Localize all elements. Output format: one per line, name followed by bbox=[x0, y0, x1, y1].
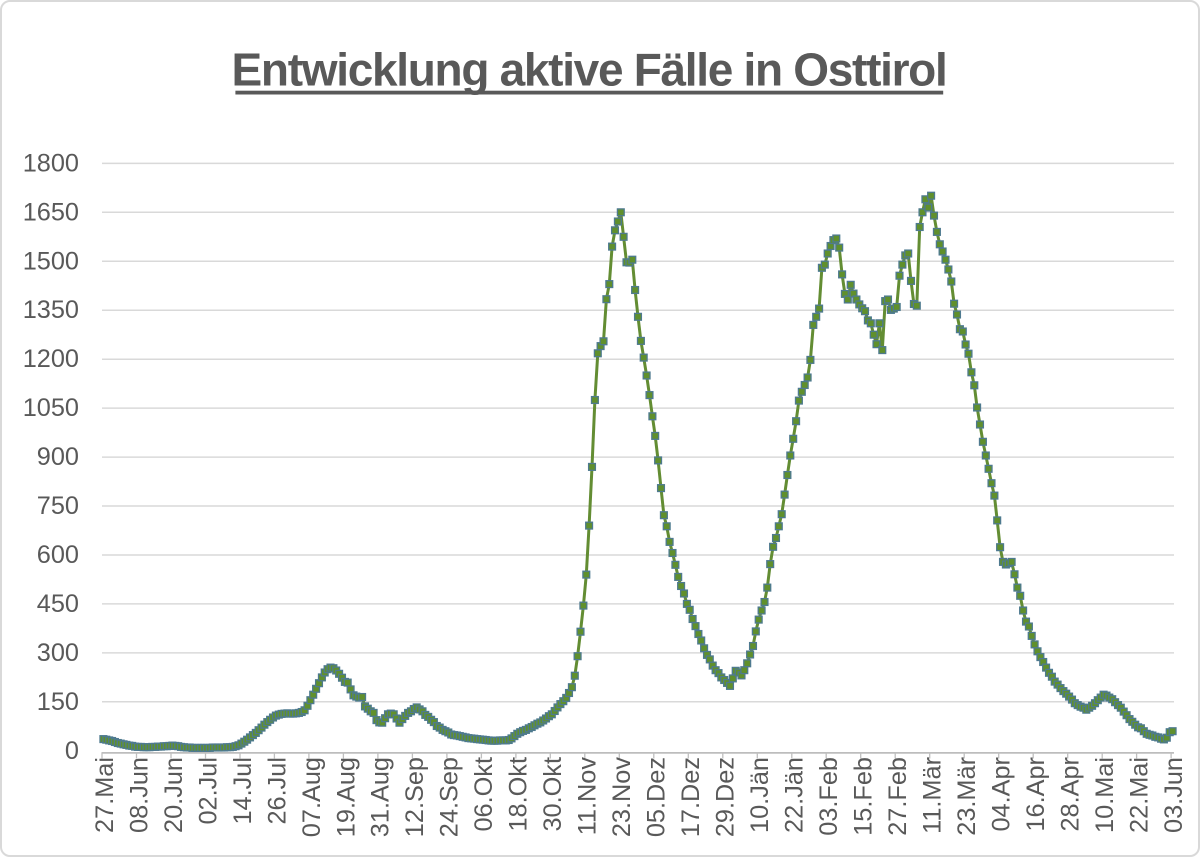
svg-text:14.Jul: 14.Jul bbox=[229, 757, 257, 825]
svg-text:12.Sep: 12.Sep bbox=[401, 757, 429, 837]
svg-text:450: 450 bbox=[37, 590, 79, 618]
svg-text:750: 750 bbox=[37, 492, 79, 520]
svg-text:1800: 1800 bbox=[23, 149, 79, 177]
svg-text:17.Dez: 17.Dez bbox=[677, 757, 705, 837]
svg-text:27.Mai: 27.Mai bbox=[91, 757, 119, 833]
svg-text:06.Okt: 06.Okt bbox=[470, 757, 498, 832]
svg-text:08.Jun: 08.Jun bbox=[125, 757, 153, 833]
svg-text:05.Dez: 05.Dez bbox=[643, 757, 671, 837]
svg-text:Entwicklung aktive Fälle in Os: Entwicklung aktive Fälle in Osttirol bbox=[232, 44, 947, 96]
svg-text:18.Okt: 18.Okt bbox=[505, 757, 533, 832]
svg-text:22.Mai: 22.Mai bbox=[1126, 757, 1154, 833]
svg-text:300: 300 bbox=[37, 639, 79, 667]
svg-text:900: 900 bbox=[37, 443, 79, 471]
svg-text:20.Jun: 20.Jun bbox=[160, 757, 188, 833]
svg-text:29.Dez: 29.Dez bbox=[712, 757, 740, 837]
svg-text:150: 150 bbox=[37, 688, 79, 716]
svg-text:03.Feb: 03.Feb bbox=[815, 757, 843, 836]
svg-text:10.Jän: 10.Jän bbox=[746, 757, 774, 833]
svg-text:600: 600 bbox=[37, 541, 79, 569]
svg-text:10.Mai: 10.Mai bbox=[1091, 757, 1119, 833]
svg-text:04.Apr: 04.Apr bbox=[988, 757, 1016, 832]
svg-text:11.Mär: 11.Mär bbox=[919, 757, 947, 834]
svg-text:15.Feb: 15.Feb bbox=[850, 757, 878, 836]
svg-text:28.Apr: 28.Apr bbox=[1057, 757, 1085, 832]
svg-text:23.Nov: 23.Nov bbox=[608, 757, 636, 838]
svg-text:24.Sep: 24.Sep bbox=[436, 757, 464, 837]
svg-text:26.Jul: 26.Jul bbox=[263, 757, 291, 825]
svg-text:22.Jän: 22.Jän bbox=[781, 757, 809, 833]
svg-text:31.Aug: 31.Aug bbox=[367, 757, 395, 837]
svg-text:19.Aug: 19.Aug bbox=[332, 757, 360, 837]
svg-text:27.Feb: 27.Feb bbox=[884, 757, 912, 836]
svg-text:02.Jul: 02.Jul bbox=[194, 757, 222, 825]
svg-text:1500: 1500 bbox=[23, 247, 79, 275]
svg-text:16.Apr: 16.Apr bbox=[1022, 757, 1050, 832]
svg-text:23.Mär: 23.Mär bbox=[953, 757, 981, 836]
svg-text:1650: 1650 bbox=[23, 198, 79, 226]
svg-text:1200: 1200 bbox=[23, 345, 79, 373]
svg-text:30.Okt: 30.Okt bbox=[539, 757, 567, 832]
svg-text:1350: 1350 bbox=[23, 296, 79, 324]
svg-text:11.Nov: 11.Nov bbox=[574, 757, 602, 836]
svg-text:0: 0 bbox=[65, 737, 79, 765]
svg-text:03.Jun: 03.Jun bbox=[1160, 757, 1188, 833]
svg-text:1050: 1050 bbox=[23, 394, 79, 422]
svg-text:07.Aug: 07.Aug bbox=[298, 757, 326, 837]
